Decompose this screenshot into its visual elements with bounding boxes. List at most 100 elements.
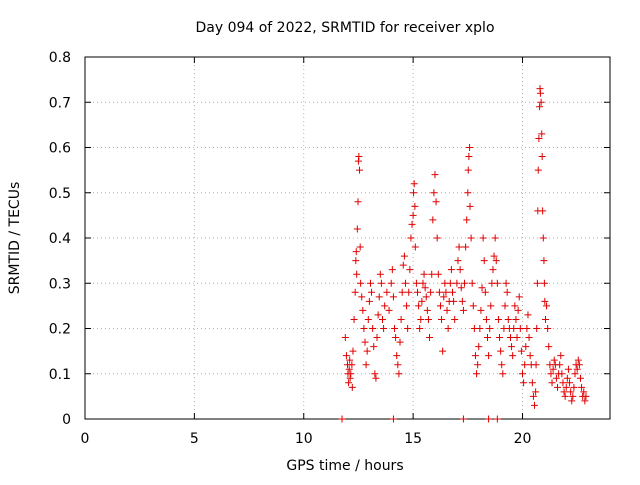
data-point	[406, 266, 414, 274]
data-point	[516, 325, 524, 332]
data-point	[400, 252, 408, 260]
data-point	[522, 343, 530, 351]
data-point	[414, 288, 421, 296]
data-point	[352, 248, 360, 256]
y-tick-label: 0.6	[49, 141, 71, 157]
data-point	[515, 293, 523, 301]
data-point	[532, 388, 540, 396]
data-point	[451, 315, 459, 323]
data-point	[373, 334, 381, 342]
data-point	[432, 198, 440, 206]
data-point	[348, 361, 356, 369]
data-point	[519, 370, 526, 378]
data-point	[550, 356, 558, 364]
data-point	[466, 144, 474, 151]
data-point	[430, 189, 438, 197]
data-point	[466, 202, 474, 210]
data-point	[540, 257, 548, 265]
data-point	[461, 279, 469, 287]
data-point	[436, 302, 444, 310]
data-point	[581, 397, 589, 405]
data-point	[338, 415, 346, 423]
data-point	[479, 234, 487, 242]
data-point	[547, 370, 555, 378]
data-point	[498, 361, 506, 369]
data-point	[514, 306, 522, 314]
data-point	[360, 325, 368, 332]
data-point	[374, 311, 382, 319]
data-point	[497, 347, 505, 355]
data-point	[477, 306, 485, 314]
data-point	[575, 361, 583, 369]
data-point	[464, 189, 472, 197]
data-point	[543, 302, 551, 310]
data-point	[492, 257, 500, 265]
data-point	[559, 379, 567, 387]
data-point	[341, 334, 349, 342]
data-point	[351, 288, 359, 296]
x-tick-label: 0	[81, 431, 90, 447]
data-point	[433, 234, 441, 242]
data-point	[383, 288, 391, 296]
data-point	[449, 288, 456, 296]
data-point	[508, 343, 516, 351]
data-point	[411, 243, 419, 251]
data-point	[469, 302, 477, 310]
data-point	[371, 370, 379, 378]
data-point	[342, 352, 350, 360]
y-tick-label: 0.5	[49, 186, 71, 202]
data-point	[370, 343, 378, 351]
data-point	[503, 288, 511, 296]
data-point	[484, 334, 491, 342]
data-point	[405, 288, 413, 296]
data-point	[347, 370, 355, 378]
data-point	[392, 334, 400, 342]
data-point	[582, 392, 590, 400]
data-point	[536, 103, 544, 111]
data-point	[407, 234, 415, 242]
data-point	[450, 297, 458, 305]
data-point	[389, 415, 397, 423]
data-point	[421, 284, 429, 292]
data-point	[345, 365, 353, 373]
data-point	[459, 306, 467, 314]
data-point	[410, 180, 418, 188]
data-point	[482, 315, 490, 323]
data-point	[512, 315, 520, 323]
data-point	[399, 261, 407, 269]
data-point	[440, 293, 448, 301]
data-point	[536, 89, 544, 97]
data-point	[365, 297, 373, 305]
data-point	[398, 288, 406, 296]
data-point	[362, 361, 370, 369]
data-point	[574, 356, 582, 364]
data-point	[463, 216, 471, 224]
data-point	[532, 361, 540, 369]
data-point	[366, 279, 374, 287]
data-point	[513, 334, 521, 342]
data-point	[412, 279, 420, 287]
data-point	[396, 338, 404, 346]
x-tick-label: 5	[190, 431, 199, 447]
data-point	[537, 98, 545, 106]
data-point	[453, 279, 461, 287]
data-point	[354, 198, 362, 206]
y-axis-label: SRMTID / TECUs	[7, 182, 23, 295]
data-point	[473, 370, 481, 378]
data-point	[403, 302, 411, 310]
data-point	[494, 315, 502, 323]
data-point	[578, 383, 586, 391]
data-point	[480, 257, 488, 265]
data-point	[356, 166, 364, 174]
data-point	[363, 347, 371, 355]
data-point	[457, 284, 465, 292]
data-point	[439, 347, 447, 355]
data-point	[376, 270, 384, 278]
data-point	[562, 383, 570, 391]
data-point	[353, 270, 361, 278]
chart-title: Day 094 of 2022, SRMTID for receiver xpl…	[195, 20, 494, 36]
data-point	[446, 279, 454, 287]
data-point	[454, 257, 462, 265]
data-point	[541, 297, 549, 305]
y-tick-label: 0.4	[49, 231, 71, 247]
